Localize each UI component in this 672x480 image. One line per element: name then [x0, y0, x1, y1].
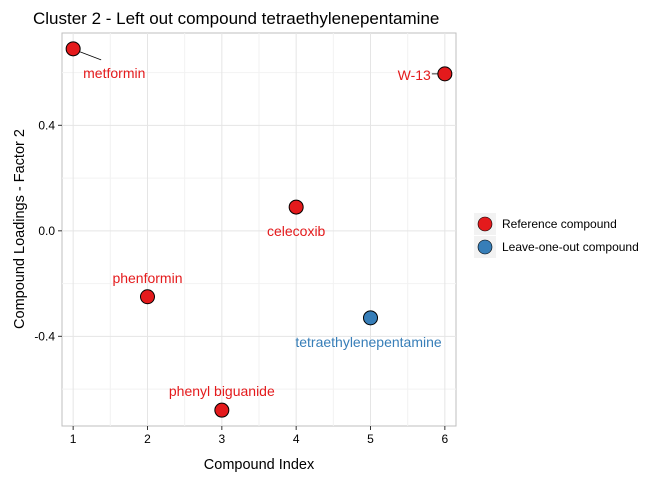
y-axis-title: Compound Loadings - Factor 2 [12, 129, 28, 329]
data-point [139, 289, 155, 305]
point-label: tetraethylenepentamine [295, 334, 442, 350]
axis-ticks: 1 2 3 4 5 6 -0.4 0.0 0.4 [34, 118, 448, 446]
grid [62, 33, 456, 426]
point-label: celecoxib [267, 223, 326, 239]
point-label: metformin [83, 65, 145, 81]
x-tick-label: 1 [70, 432, 77, 446]
legend-swatch [477, 239, 493, 255]
point-labels: metformin phenformin phenyl biguanide celec… [83, 65, 442, 399]
x-tick-label: 2 [144, 432, 151, 446]
data-point [288, 199, 304, 215]
point-label: phenyl biguanide [169, 383, 275, 399]
data-points [65, 41, 453, 418]
data-point [65, 41, 81, 57]
x-tick-label: 6 [442, 432, 449, 446]
x-tick-label: 4 [293, 432, 300, 446]
y-tick-label: 0.0 [38, 224, 55, 238]
point-label: W-13 [398, 67, 431, 83]
y-tick-label: 0.4 [38, 118, 55, 132]
chart-title: Cluster 2 - Left out compound tetraethyl… [33, 9, 439, 28]
legend-label: Leave-one-out compound [502, 240, 639, 254]
label-connectors [80, 51, 438, 75]
label-connector [80, 51, 102, 61]
x-axis-title: Compound Index [204, 457, 315, 473]
point-label: phenformin [112, 270, 182, 286]
legend-label: Reference compound [502, 217, 617, 231]
x-tick-label: 3 [218, 432, 225, 446]
legend-swatch [477, 216, 493, 232]
data-point [214, 402, 230, 418]
data-point [363, 310, 379, 326]
legend: Reference compound Leave-one-out compound [474, 213, 639, 258]
y-tick-label: -0.4 [34, 329, 55, 343]
x-tick-label: 5 [367, 432, 374, 446]
data-point [437, 66, 453, 82]
